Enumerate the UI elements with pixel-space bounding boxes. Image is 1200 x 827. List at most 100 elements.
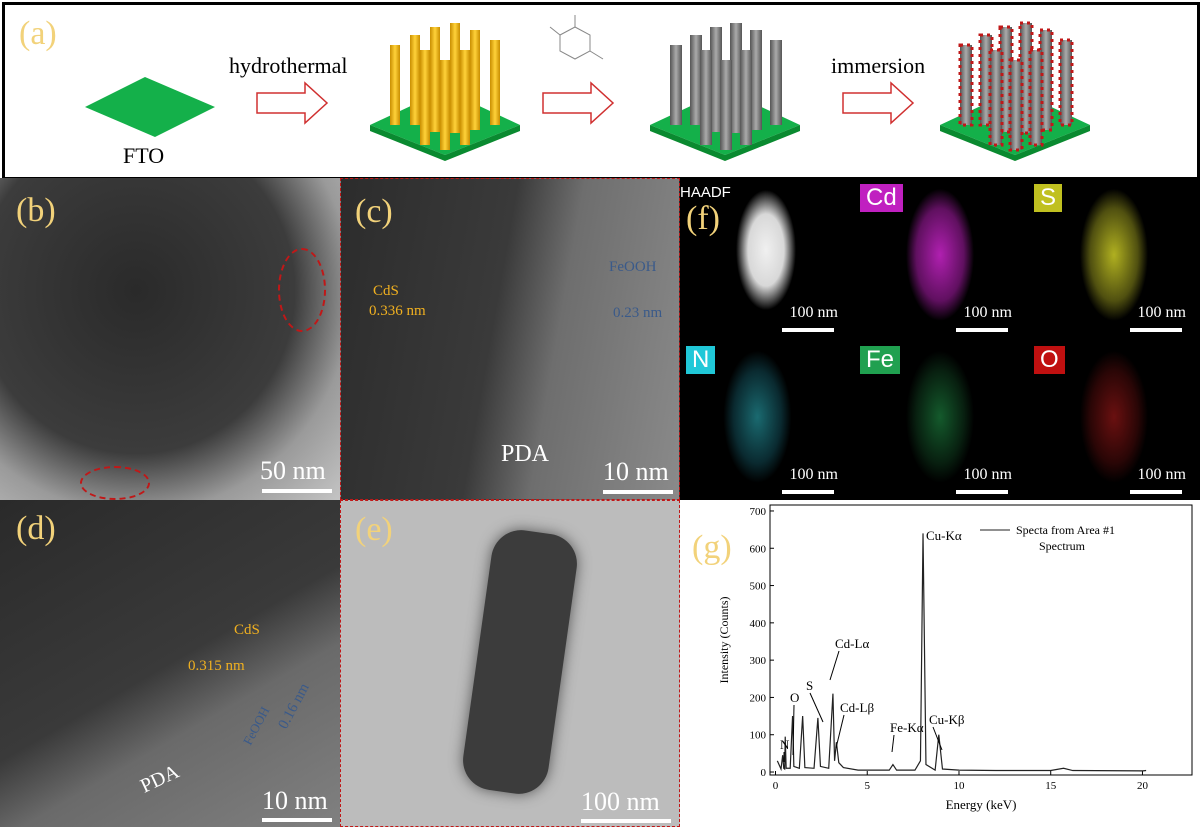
y-tick-label: 500 [750, 581, 767, 593]
plot-frame [769, 504, 1193, 776]
scale-bar [782, 328, 834, 332]
panel-label: (a) [19, 15, 57, 52]
peak-label: Cd-Lβ [840, 700, 874, 715]
arrow [256, 81, 329, 125]
panel-label: (c) [355, 193, 393, 230]
panel-label: (g) [692, 529, 732, 566]
substrate-label: FTO [123, 143, 165, 168]
peak-label: N [780, 737, 790, 752]
rods-yellow [390, 23, 500, 150]
substrate [85, 77, 215, 137]
element-map: Cd 100 nm [854, 178, 1026, 338]
map-label: HAADF [680, 184, 731, 201]
element-map: S 100 nm [1028, 178, 1200, 338]
scale-bar [1130, 490, 1182, 494]
panel-g: 0 100 200 300 400 500 600 700 0 5 10 15 20 Energy (ke… [680, 500, 1200, 827]
x-tick-label: 20 [1137, 780, 1149, 792]
x-axis-label: Energy (keV) [946, 797, 1017, 812]
layer-label: PDA [501, 441, 550, 467]
element-map: HAADF 100 nm [680, 178, 852, 338]
x-tick-label: 0 [773, 780, 779, 792]
map-label: O [1034, 346, 1065, 374]
scale-label: 100 nm [581, 787, 660, 816]
peak-arrow [809, 692, 824, 723]
scale-label: 10 nm [262, 786, 328, 815]
zoom-region [278, 248, 326, 332]
layer-label: PDA [137, 760, 183, 798]
scale-label: 100 nm [789, 466, 838, 483]
panel-b: (b) 50 nm [0, 178, 340, 500]
zoom-region [80, 466, 150, 500]
panel-label: (d) [16, 510, 56, 547]
peak-label: Cu-Kβ [929, 712, 965, 727]
peak-arrow [829, 650, 840, 681]
schematic [85, 15, 1090, 161]
peak-arrow [891, 734, 895, 753]
peak-label: S [806, 678, 813, 693]
scale-bar [956, 328, 1008, 332]
peak-arrow [932, 726, 943, 751]
y-tick-label: 100 [750, 730, 767, 742]
peak-label: Cu-Kα [926, 528, 962, 543]
phase-label: FeOOH [609, 259, 657, 275]
scale-bar [956, 490, 1008, 494]
peak-label: Cd-Lα [835, 636, 869, 651]
spectrum-line [776, 533, 1147, 772]
nanorod [459, 526, 581, 798]
panel-d: (d) CdS 0.315 nm FeOOH 0.16 nm PDA 10 nm [0, 500, 340, 827]
scale-label: 50 nm [260, 456, 326, 485]
map-label: Fe [860, 346, 901, 374]
element-map: Fe 100 nm [854, 340, 1026, 500]
legend-note: Spectrum [1039, 539, 1086, 553]
x-tick-label: 15 [1045, 780, 1057, 792]
scale-bar [782, 490, 834, 494]
rods-gray [670, 23, 782, 150]
scale-label: 100 nm [963, 304, 1012, 321]
panel-label: (f) [686, 200, 720, 237]
map-label: S [1034, 184, 1063, 212]
step-label: immersion [831, 53, 926, 78]
scale-label: 100 nm [789, 304, 838, 321]
legend-label: Specta from Area #1 [1016, 523, 1115, 537]
y-tick-label: 600 [750, 543, 767, 555]
spacing-label: 0.315 nm [188, 658, 245, 674]
step-label: hydrothermal [229, 53, 348, 78]
scale-bar [603, 490, 673, 494]
y-tick-label: 0 [761, 767, 767, 779]
map-label: Cd [860, 184, 903, 212]
scale-label: 100 nm [1137, 466, 1186, 483]
phase-label: FeOOH [239, 704, 273, 748]
scale-label: 100 nm [1137, 304, 1186, 321]
x-tick-label: 5 [864, 780, 870, 792]
y-tick-label: 300 [750, 655, 767, 667]
peak-arrow [835, 714, 845, 749]
peak-arrow [792, 704, 795, 756]
chart: 0 100 200 300 400 500 600 700 0 5 10 15 20 Energy (ke… [692, 504, 1193, 812]
scale-bar [1130, 328, 1182, 332]
element-map: O 100 nm [1028, 340, 1200, 500]
phase-label: CdS [234, 622, 260, 638]
arrow [542, 81, 615, 125]
spacing-label: 0.23 nm [613, 305, 663, 321]
y-tick-label: 400 [750, 618, 767, 630]
panel-c: (c) CdS 0.336 nm FeOOH 0.23 nm PDA 10 nm [340, 178, 680, 500]
panel-label: (e) [355, 511, 393, 548]
panel-label: (b) [16, 192, 56, 229]
panel-a: (a) FTO hydrothermal immersion [2, 2, 1200, 180]
rods-coated [958, 21, 1074, 152]
scale-label: 100 nm [963, 466, 1012, 483]
scale-label: 10 nm [603, 457, 669, 486]
map-label: N [686, 346, 716, 374]
scale-bar [262, 818, 332, 822]
scale-bar [262, 489, 332, 493]
phase-label: CdS [373, 283, 399, 299]
element-map: N 100 nm [680, 340, 852, 500]
scale-bar [581, 819, 671, 823]
y-axis-label: Intensity (Counts) [717, 597, 731, 684]
arrow [842, 81, 915, 125]
y-tick-label: 700 [750, 506, 767, 518]
molecule [549, 15, 604, 60]
panel-f: HAADF 100 nm Cd 100 nm S 100 nm N 100 nm Fe 100 n… [680, 178, 1200, 500]
peak-label: O [790, 690, 799, 705]
